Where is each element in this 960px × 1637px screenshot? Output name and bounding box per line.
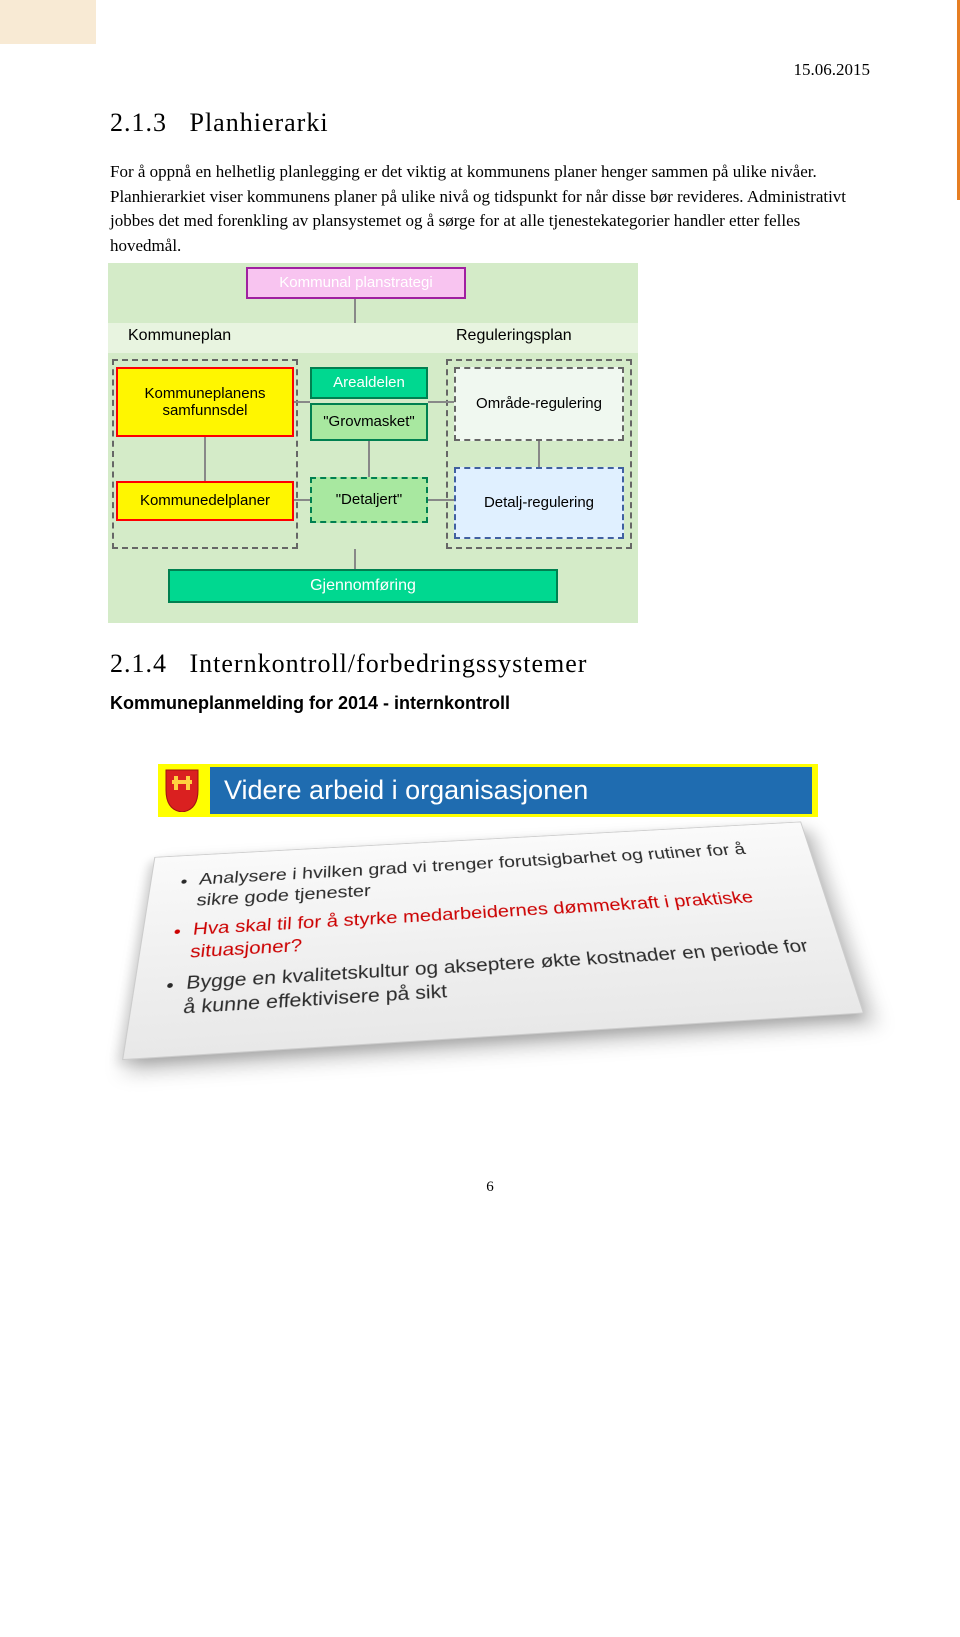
diagram-box-grovmasket: "Grovmasket" <box>310 403 428 441</box>
diagram-box-samfunnsdel: Kommuneplanens samfunnsdel <box>116 367 294 437</box>
document-date: 15.06.2015 <box>110 60 870 80</box>
connector <box>428 401 454 403</box>
connector <box>354 299 356 323</box>
diagram-box-planstrategi: Kommunal planstrategi <box>246 267 466 299</box>
section-heading-planhierarki: 2.1.3 Planhierarki <box>110 108 870 138</box>
diagram-box-kommunedelplaner: Kommunedelplaner <box>116 481 294 521</box>
section-number: 2.1.4 <box>110 649 167 678</box>
slide-header: Videre arbeid i organisasjonen <box>158 764 818 817</box>
shield-icon <box>164 768 200 812</box>
connector <box>294 499 310 501</box>
connector <box>354 549 356 569</box>
section-number: 2.1.3 <box>110 108 167 137</box>
plan-hierarchy-diagram: Kommunal planstrategi Kommuneplan Regule… <box>108 263 638 623</box>
diagram-label-kommuneplan: Kommuneplan <box>128 327 231 345</box>
slide-card: Analysere i hvilken grad vi trenger foru… <box>122 821 864 1060</box>
section-heading-internkontroll: 2.1.4 Internkontroll/forbedringssystemer <box>110 649 870 679</box>
page-number: 6 <box>110 1179 870 1196</box>
diagram-box-omraderegulering: Område-regulering <box>454 367 624 441</box>
diagram-box-detaljert: "Detaljert" <box>310 477 428 523</box>
connector <box>368 441 370 477</box>
connector <box>538 441 540 467</box>
slide-title: Videre arbeid i organisasjonen <box>210 767 812 814</box>
section-title: Planhierarki <box>190 108 329 137</box>
section-subtitle: Kommuneplanmelding for 2014 - internkont… <box>110 693 870 714</box>
section-title: Internkontroll/forbedringssystemer <box>190 649 588 678</box>
diagram-label-reguleringsplan: Reguleringsplan <box>456 327 572 345</box>
embedded-slide: Videre arbeid i organisasjonen Analysere… <box>158 764 818 1059</box>
connector <box>204 437 206 481</box>
connector <box>294 401 310 403</box>
section-paragraph: For å oppnå en helhetlig planlegging er … <box>110 160 870 259</box>
diagram-box-arealdelen: Arealdelen <box>310 367 428 399</box>
connector <box>428 499 454 501</box>
decorative-left-bar <box>0 0 96 44</box>
slide-bullet-list: Analysere i hvilken grad vi trenger foru… <box>150 837 822 1022</box>
diagram-box-detaljregulering: Detalj-regulering <box>454 467 624 539</box>
diagram-box-gjennomforing: Gjennomføring <box>168 569 558 603</box>
